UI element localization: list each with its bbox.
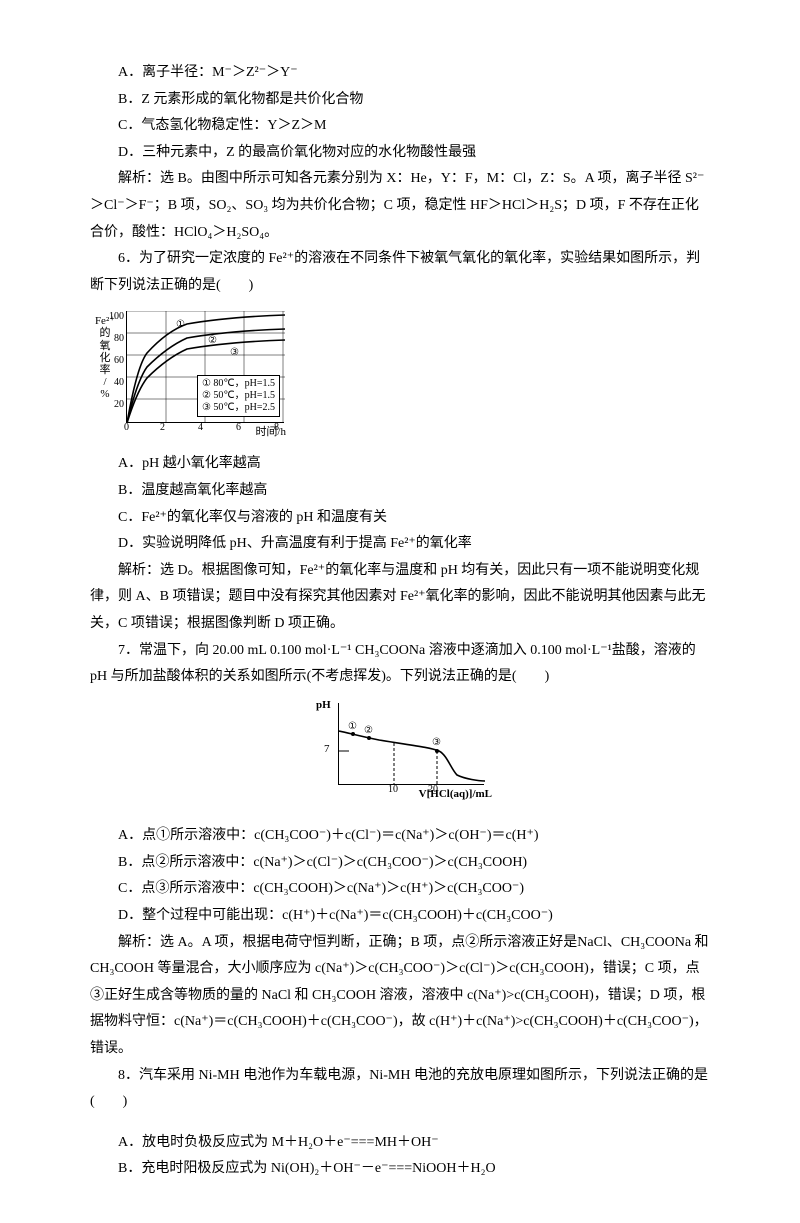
q8-figure-placeholder: [90, 1116, 710, 1130]
q5-option-b: B．Z 元素形成的氧化物都是共价化合物: [90, 87, 710, 114]
q6-legend-2: ② 50℃，pH=1.5: [202, 390, 275, 402]
q6-legend-1: ① 80℃，pH=1.5: [202, 378, 275, 390]
q6-option-b: B．温度越高氧化率越高: [90, 478, 710, 505]
q7-curve: [339, 703, 485, 785]
q5-option-a: A．离子半径：M⁻＞Z²⁻＞Y⁻: [90, 60, 710, 87]
q6-ytick: 100: [104, 307, 124, 326]
q6-marker-3: ③: [230, 343, 239, 362]
q7-chart: pH 7 10 20 V[HCl(aq)]/mL ① ② ③: [90, 697, 710, 818]
q6-ytick: 40: [104, 373, 124, 392]
q7-option-a: A．点①所示溶液中：c(CH₃COO⁻)＋c(Cl⁻)＝c(Na⁺)＞c(OH⁻…: [90, 823, 710, 850]
q6-ytick: 60: [104, 351, 124, 370]
q5-option-c: C．气态氢化物稳定性：Y＞Z＞M: [90, 113, 710, 140]
q8-option-b: B．充电时阳极反应式为 Ni(OH)₂＋OH⁻－e⁻===NiOOH＋H₂O: [90, 1156, 710, 1183]
q6-ytick: 20: [104, 395, 124, 414]
q6-marker-1: ①: [176, 315, 185, 334]
q6-legend: ① 80℃，pH=1.5 ② 50℃，pH=1.5 ③ 50℃，pH=2.5: [197, 375, 280, 417]
q6-option-a: A．pH 越小氧化率越高: [90, 451, 710, 478]
q7-option-b: B．点②所示溶液中：c(Na⁺)＞c(Cl⁻)＞c(CH₃COO⁻)＞c(CH₃…: [90, 850, 710, 877]
q6-chart: Fe²⁺的氧化率/% 100 80 60 40 20 0 2 4 6 8: [90, 305, 710, 445]
q6-option-d: D．实验说明降低 pH、升高温度有利于提高 Fe²⁺的氧化率: [90, 531, 710, 558]
q7-point-2: ②: [364, 721, 373, 740]
q5-option-d: D．三种元素中，Z 的最高价氧化物对应的水化物酸性最强: [90, 140, 710, 167]
q7-option-d: D．整个过程中可能出现：c(H⁺)＋c(Na⁺)＝c(CH₃COOH)＋c(CH…: [90, 903, 710, 930]
q7-point-3: ③: [432, 733, 441, 752]
q7-ytick-7: 7: [324, 739, 330, 760]
q8-stem: 8．汽车采用 Ni-MH 电池作为车载电源，Ni-MH 电池的充放电原理如图所示…: [90, 1063, 710, 1116]
q6-ytick: 80: [104, 329, 124, 348]
q6-stem: 6．为了研究一定浓度的 Fe²⁺的溶液在不同条件下被氧气氧化的氧化率，实验结果如…: [90, 246, 710, 299]
q8-option-a: A．放电时负极反应式为 M＋H₂O＋e⁻===MH＋OH⁻: [90, 1130, 710, 1157]
q7-chart-ylabel: pH: [316, 695, 331, 716]
q6-chart-xlabel: 时间/h: [255, 422, 286, 443]
q6-marker-2: ②: [208, 331, 217, 350]
q5-explanation: 解析：选 B。由图中所示可知各元素分别为 X：He，Y：F，M：Cl，Z：S。A…: [90, 166, 710, 246]
q6-option-c: C．Fe²⁺的氧化率仅与溶液的 pH 和温度有关: [90, 505, 710, 532]
q7-stem: 7．常温下，向 20.00 mL 0.100 mol·L⁻¹ CH₃COONa …: [90, 638, 710, 691]
q7-chart-xlabel: V[HCl(aq)]/mL: [419, 784, 492, 805]
q7-explanation: 解析：选 A。A 项，根据电荷守恒判断，正确；B 项，点②所示溶液正好是NaCl…: [90, 930, 710, 1063]
q7-option-c: C．点③所示溶液中：c(CH₃COOH)＞c(Na⁺)＞c(H⁺)＞c(CH₃C…: [90, 876, 710, 903]
q6-explanation: 解析：选 D。根据图像可知，Fe²⁺的氧化率与温度和 pH 均有关，因此只有一项…: [90, 558, 710, 638]
q6-legend-3: ③ 50℃，pH=2.5: [202, 402, 275, 414]
q7-point-1: ①: [348, 717, 357, 736]
